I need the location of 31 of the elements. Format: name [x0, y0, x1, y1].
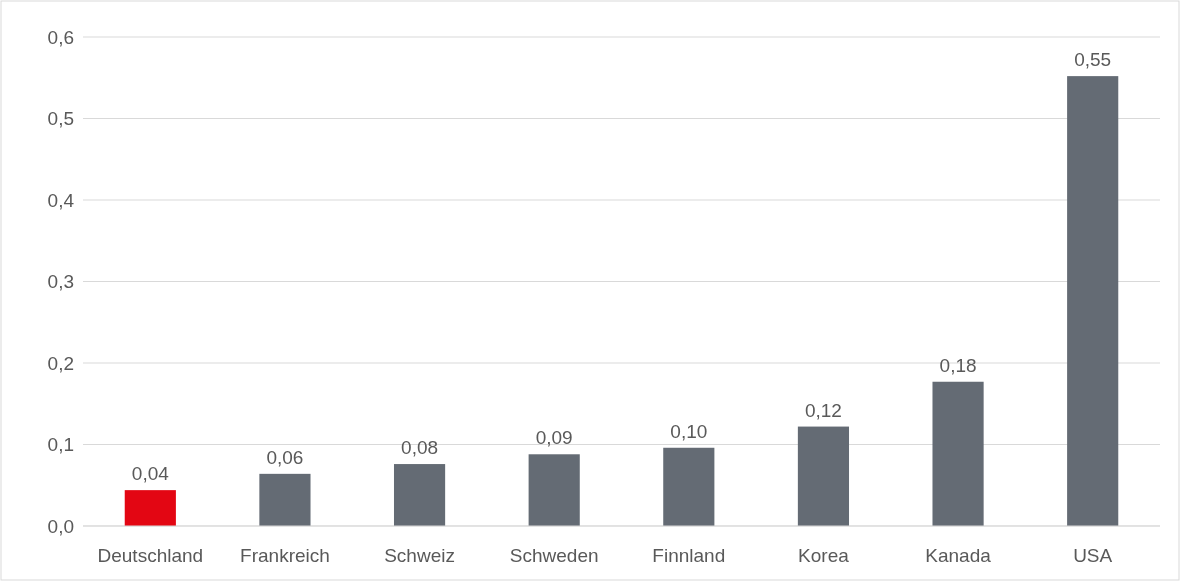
- data-label: 0,06: [266, 446, 304, 468]
- x-tick-label: Korea: [798, 545, 850, 566]
- bar: [528, 454, 580, 526]
- data-label: 0,08: [401, 437, 439, 459]
- x-tick-label: USA: [1073, 545, 1113, 566]
- y-tick-label: 0,6: [47, 26, 74, 48]
- bar: [1067, 76, 1119, 526]
- x-tick-label: Deutschland: [97, 545, 204, 566]
- data-label: 0,10: [670, 420, 708, 442]
- y-tick-label: 0,0: [47, 515, 74, 537]
- x-tick-label: Finnland: [652, 545, 726, 566]
- x-tick-label: Schweiz: [384, 545, 455, 566]
- data-label: 0,09: [535, 427, 573, 449]
- y-tick-label: 0,3: [47, 271, 74, 293]
- x-tick-label: Frankreich: [240, 545, 330, 566]
- data-label: 0,18: [939, 354, 977, 376]
- bar: [259, 473, 311, 526]
- y-tick-label: 0,1: [47, 434, 74, 456]
- data-label: 0,04: [131, 463, 170, 485]
- data-label: 0,55: [1074, 49, 1112, 71]
- x-tick-label: Schweden: [509, 545, 599, 566]
- y-tick-label: 0,5: [47, 108, 74, 130]
- bar: [932, 381, 984, 526]
- data-label: 0,12: [804, 399, 842, 421]
- bar: [393, 464, 446, 526]
- bar: [124, 490, 176, 526]
- y-tick-label: 0,2: [47, 352, 74, 374]
- bar: [797, 426, 850, 526]
- bar: [663, 447, 715, 526]
- y-tick-label: 0,4: [47, 189, 75, 211]
- x-tick-label: Kanada: [925, 545, 992, 566]
